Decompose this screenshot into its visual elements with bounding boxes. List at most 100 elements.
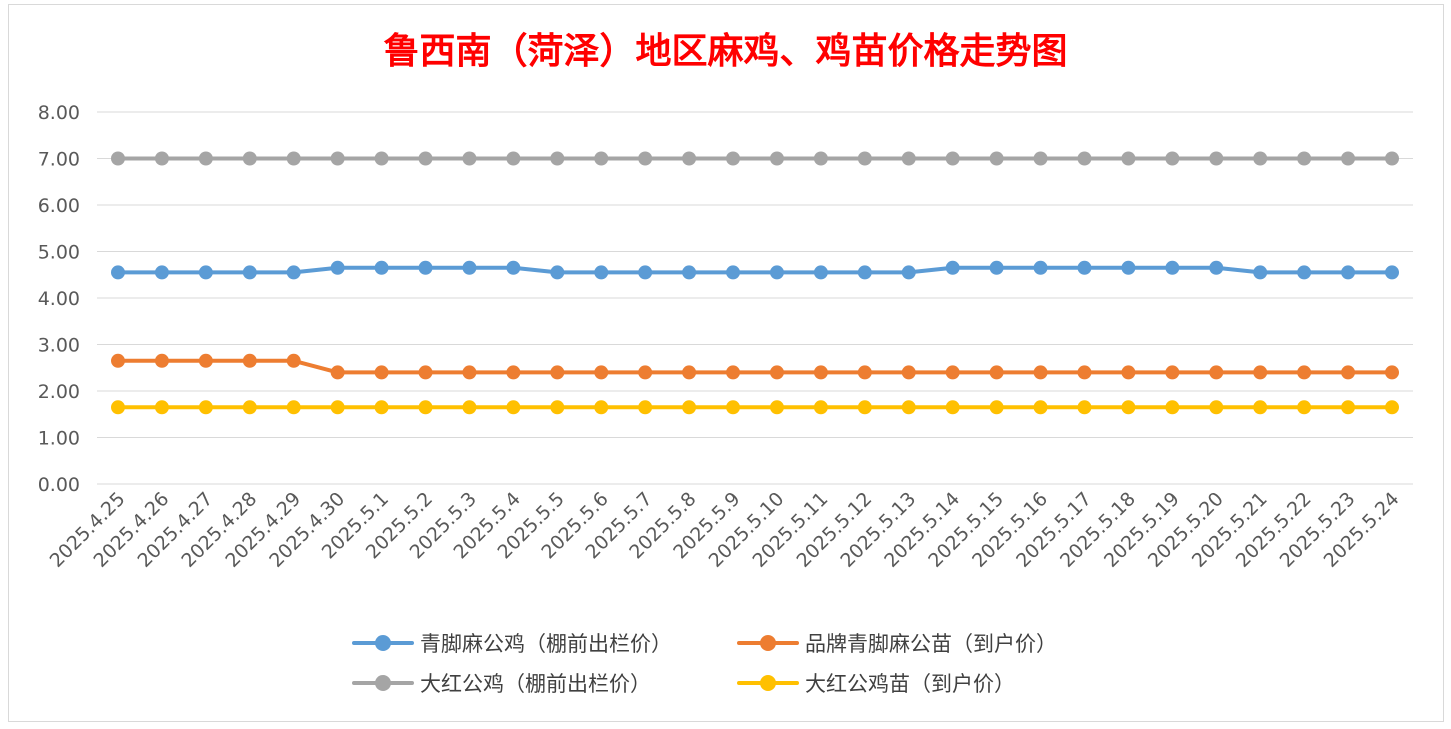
data-point [989, 400, 1004, 415]
data-point [594, 265, 609, 280]
data-point [594, 365, 609, 380]
data-point [682, 365, 697, 380]
data-point [198, 353, 213, 368]
data-point [857, 151, 872, 166]
data-point [1341, 265, 1356, 280]
data-point [1253, 265, 1268, 280]
data-point [1209, 260, 1224, 275]
data-point [506, 365, 521, 380]
legend-label: 青脚麻公鸡（棚前出栏价） [420, 632, 672, 656]
legend-item-series-2[interactable]: 大红公鸡（棚前出栏价） [352, 668, 651, 698]
data-point [418, 151, 433, 166]
data-point [154, 353, 169, 368]
data-point [462, 365, 477, 380]
data-point [901, 400, 916, 415]
data-point [1077, 151, 1092, 166]
series-1 [111, 353, 1399, 380]
data-point [154, 265, 169, 280]
data-point [1033, 400, 1048, 415]
data-point [418, 260, 433, 275]
data-point [1341, 365, 1356, 380]
data-point [989, 365, 1004, 380]
data-point [1121, 151, 1136, 166]
data-point [242, 400, 257, 415]
data-point [242, 151, 257, 166]
data-point [506, 151, 521, 166]
legend-label: 品牌青脚麻公苗（到户价） [805, 632, 1057, 656]
data-point [286, 151, 301, 166]
legend-swatch [737, 630, 799, 656]
series-2 [111, 151, 1399, 166]
data-point [1297, 365, 1312, 380]
data-point [198, 151, 213, 166]
data-point [330, 365, 345, 380]
data-point [1253, 400, 1268, 415]
data-point [945, 400, 960, 415]
y-axis-ticks: 0.00 1.00 2.00 3.00 4.00 5.00 6.00 7.00 8.00 [38, 102, 80, 496]
data-point [1077, 260, 1092, 275]
y-tick-label: 5.00 [38, 242, 80, 264]
data-point [813, 265, 828, 280]
data-point [1033, 151, 1048, 166]
data-point [198, 265, 213, 280]
chart-title: 鲁西南（菏泽）地区麻鸡、鸡苗价格走势图 [383, 30, 1068, 72]
legend-swatch [352, 630, 414, 656]
series-3 [111, 400, 1399, 415]
data-point [1341, 151, 1356, 166]
x-axis-ticks: 2025.4.252025.4.262025.4.272025.4.282025… [46, 488, 1404, 572]
data-point [506, 400, 521, 415]
data-point [286, 400, 301, 415]
data-point [111, 265, 125, 280]
data-point [374, 151, 389, 166]
data-point [374, 365, 389, 380]
legend-item-series-0[interactable]: 青脚麻公鸡（棚前出栏价） [352, 628, 672, 658]
data-point [462, 400, 477, 415]
legend-item-series-3[interactable]: 大红公鸡苗（到户价） [737, 668, 1015, 698]
y-tick-label: 0.00 [38, 474, 80, 496]
data-point [374, 400, 389, 415]
series-line [116, 265, 1394, 275]
data-point [1121, 365, 1136, 380]
data-point [1165, 365, 1180, 380]
data-point [1341, 400, 1356, 415]
data-point [198, 400, 213, 415]
data-point [726, 400, 741, 415]
data-point [769, 151, 784, 166]
data-point [330, 260, 345, 275]
data-point [330, 400, 345, 415]
data-point [1253, 365, 1268, 380]
data-point [1033, 260, 1048, 275]
legend-item-series-1[interactable]: 品牌青脚麻公苗（到户价） [737, 628, 1057, 658]
y-tick-label: 8.00 [38, 102, 80, 124]
data-point [726, 365, 741, 380]
data-point [550, 400, 565, 415]
data-point [989, 260, 1004, 275]
legend-label: 大红公鸡苗（到户价） [805, 672, 1015, 696]
data-point [1209, 400, 1224, 415]
data-point [989, 151, 1004, 166]
data-point [945, 260, 960, 275]
data-point [1165, 151, 1180, 166]
data-point [462, 260, 477, 275]
data-point [462, 151, 477, 166]
data-point [594, 151, 609, 166]
data-point [945, 365, 960, 380]
data-point [901, 265, 916, 280]
data-point [1253, 151, 1268, 166]
data-point [769, 265, 784, 280]
data-point [1297, 400, 1312, 415]
data-point [330, 151, 345, 166]
data-point [682, 265, 697, 280]
data-point [857, 400, 872, 415]
data-point [550, 151, 565, 166]
data-point [286, 265, 301, 280]
data-point [638, 365, 653, 380]
y-tick-label: 4.00 [38, 288, 80, 310]
grid-layer [97, 111, 1413, 485]
data-point [1209, 151, 1224, 166]
data-point [726, 151, 741, 166]
y-tick-label: 3.00 [38, 335, 80, 357]
data-point [242, 353, 257, 368]
data-point [1077, 365, 1092, 380]
